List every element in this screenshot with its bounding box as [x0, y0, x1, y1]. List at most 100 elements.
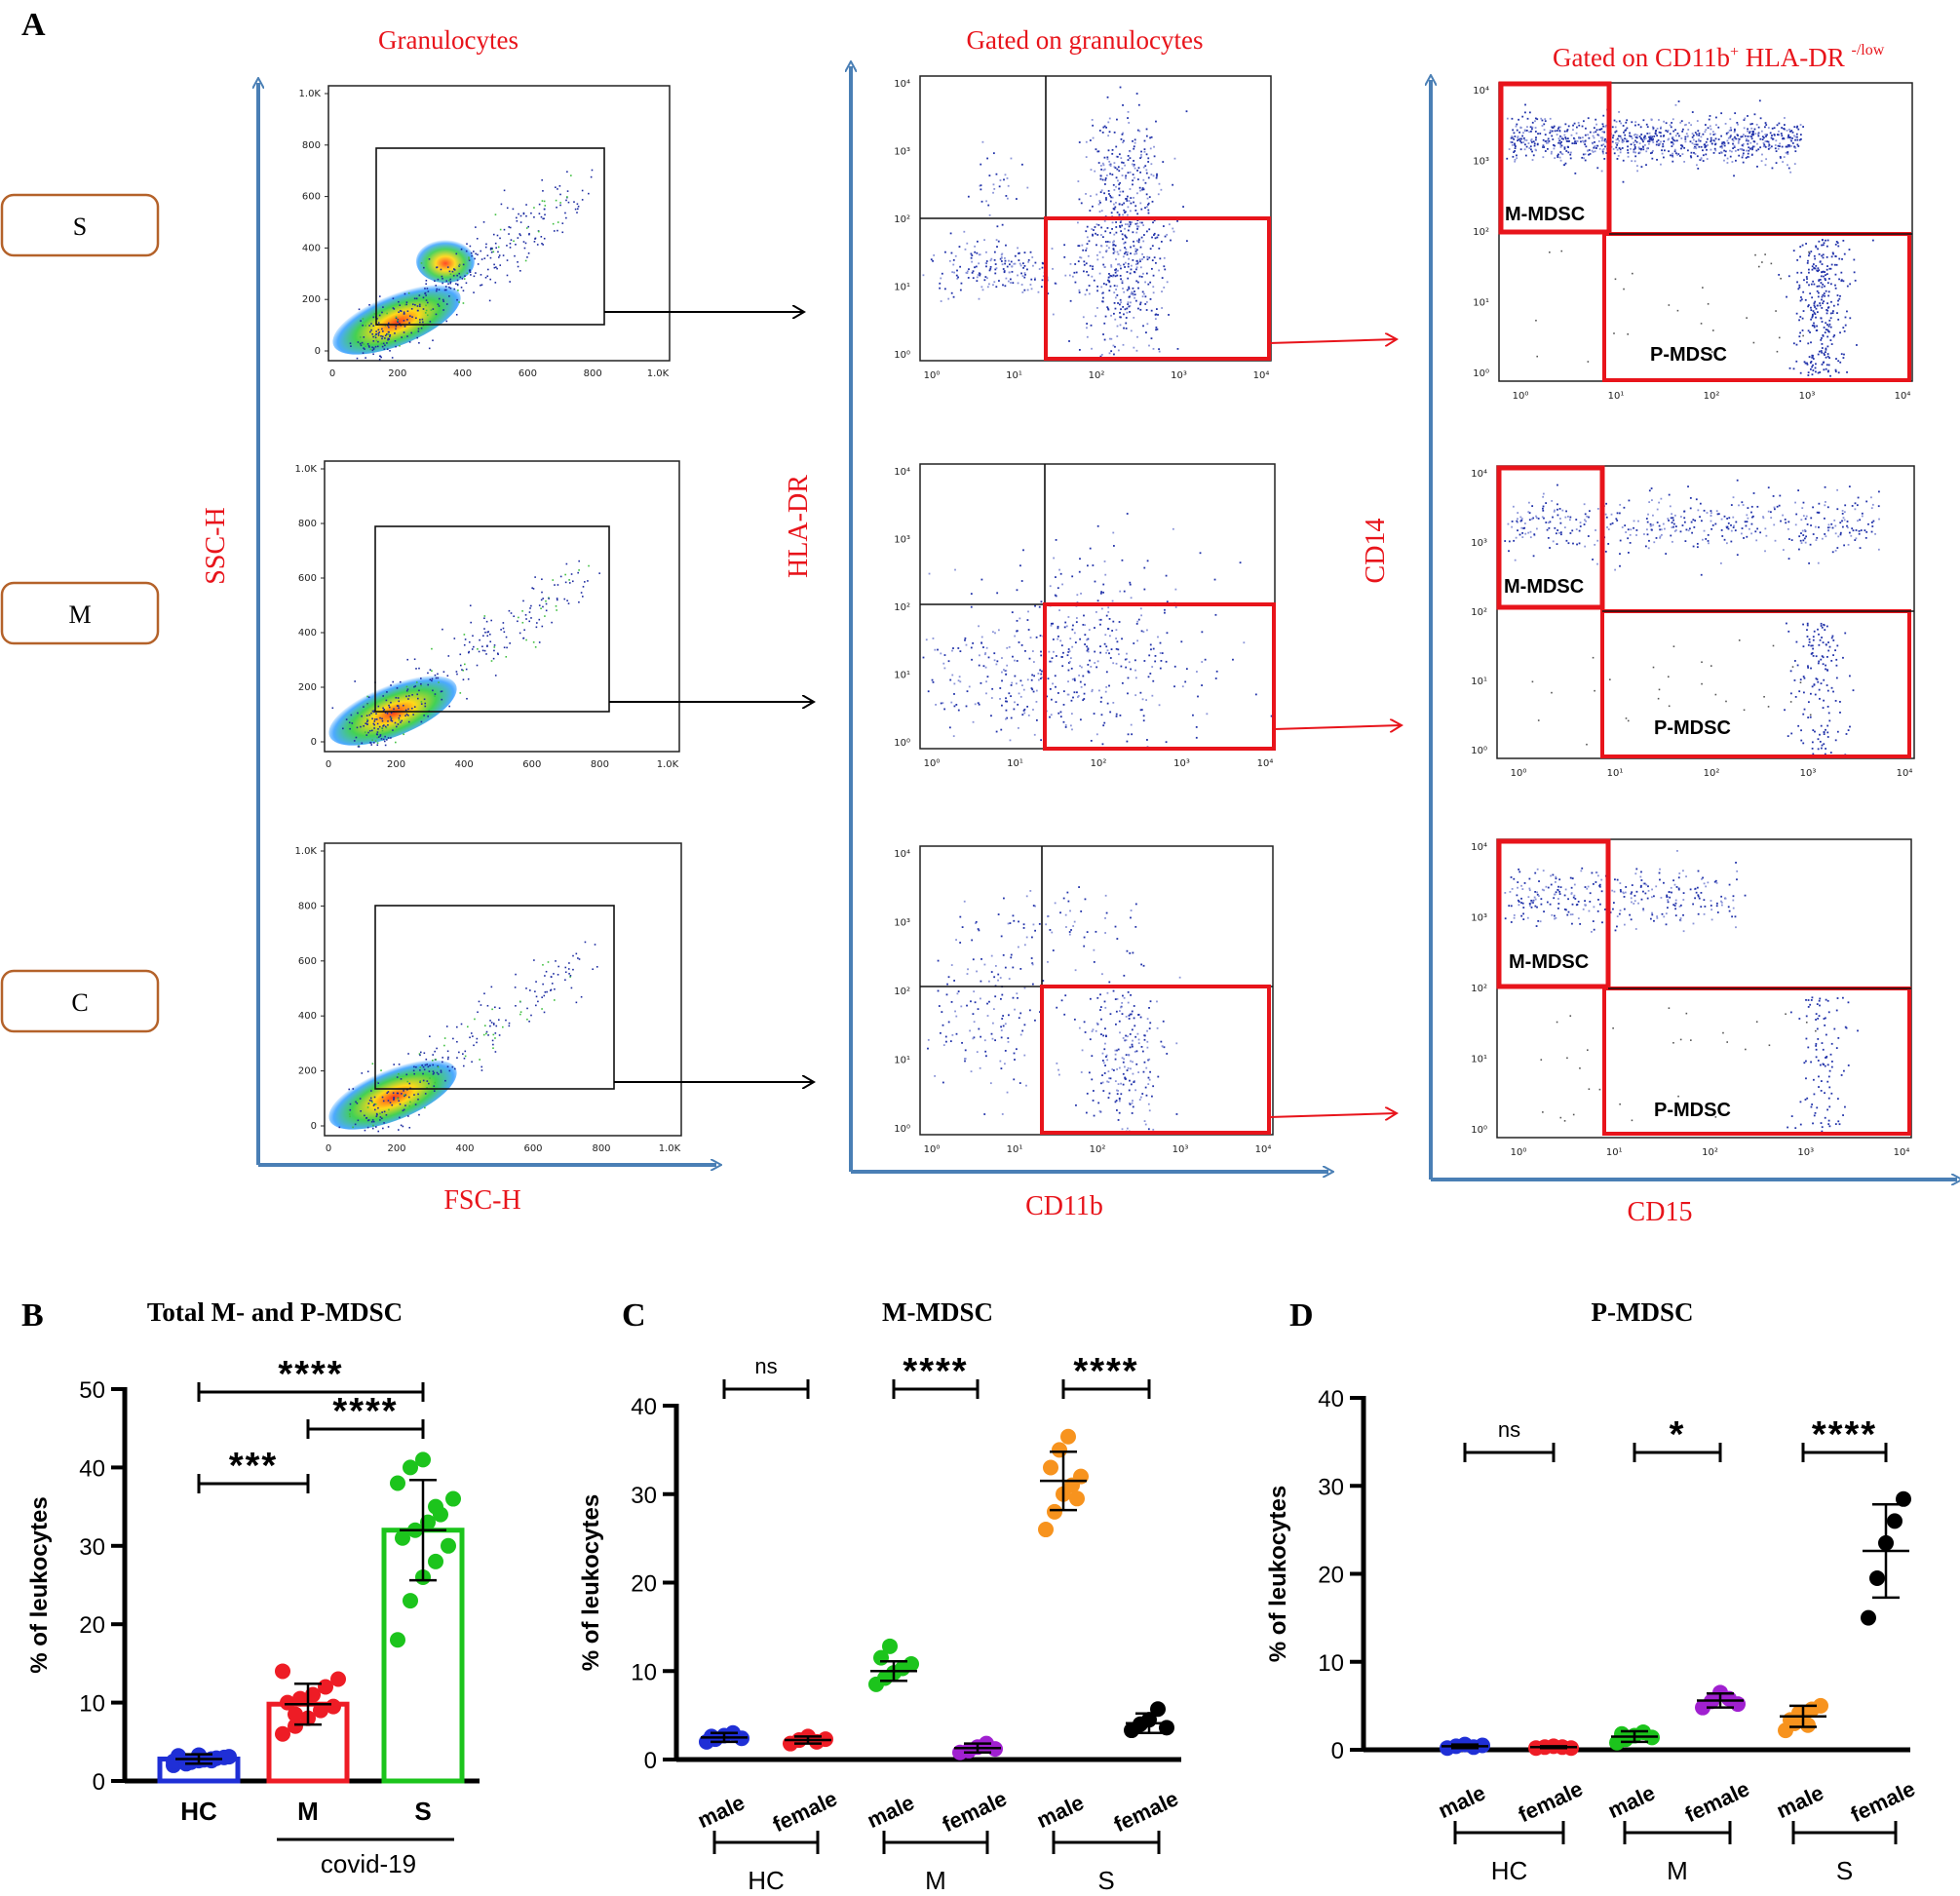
event-dot [1775, 139, 1778, 142]
event-dot [1575, 142, 1578, 145]
event-dot [1033, 675, 1036, 677]
event-dot [1802, 713, 1805, 716]
event-dot [1166, 632, 1169, 635]
event-dot [1660, 140, 1662, 143]
event-dot [941, 272, 943, 275]
event-dot [1684, 135, 1687, 138]
event-dot [1821, 244, 1823, 247]
event-dot [1102, 126, 1105, 129]
event-dot [1687, 485, 1689, 488]
event-dot [1667, 518, 1670, 520]
event-dot [992, 1008, 995, 1011]
event-dot [1772, 495, 1775, 497]
event-dot [1018, 692, 1020, 695]
event-dot [467, 677, 470, 680]
event-dot [1600, 878, 1603, 881]
event-dot [1581, 139, 1584, 142]
event-dot [1839, 522, 1842, 524]
event-dot [1582, 140, 1585, 143]
event-dot [1812, 533, 1815, 535]
y-tick-label: 800 [298, 901, 317, 911]
event-dot [1124, 266, 1126, 268]
event-dot [477, 648, 479, 650]
event-dot [519, 214, 522, 217]
event-dot [1819, 302, 1822, 304]
event-dot [1109, 231, 1112, 234]
event-dot [1111, 275, 1114, 278]
event-dot [1690, 156, 1693, 159]
event-dot [577, 571, 579, 574]
event-dot [1119, 303, 1121, 306]
event-dot [1114, 275, 1117, 278]
event-dot [1132, 231, 1134, 234]
event-dot [1596, 167, 1599, 170]
event-dot [1735, 159, 1737, 162]
event-dot [1101, 1052, 1104, 1055]
event-dot [1001, 671, 1003, 674]
event-dot [1640, 137, 1642, 140]
event-dot [348, 1088, 351, 1091]
event-dot [1764, 126, 1766, 129]
event-dot [377, 322, 380, 324]
event-dot [1099, 177, 1102, 180]
event-dot [1767, 127, 1770, 129]
event-dot [436, 1047, 438, 1050]
event-dot [448, 705, 450, 708]
event-dot [1061, 656, 1063, 658]
event-dot [1553, 125, 1556, 128]
event-dot [1016, 589, 1018, 592]
event-dot [1554, 880, 1556, 883]
event-dot [1581, 156, 1584, 159]
event-dot [970, 256, 973, 259]
event-dot [1750, 127, 1753, 130]
event-dot [1141, 295, 1144, 298]
event-dot [1106, 307, 1109, 310]
event-dot [1126, 1069, 1129, 1071]
event-dot [395, 317, 398, 319]
x-tick-label: 10¹ [1007, 758, 1023, 769]
event-dot [1078, 141, 1081, 143]
event-dot [1050, 698, 1053, 701]
x-tick-label: 10⁰ [924, 1144, 941, 1155]
event-dot [397, 319, 400, 321]
event-dot [1630, 892, 1633, 895]
event-dot [1104, 1006, 1107, 1009]
event-dot [466, 697, 468, 700]
event-dot [1115, 1010, 1118, 1013]
event-dot [1142, 224, 1145, 227]
event-dot [1098, 200, 1101, 202]
event-dot [1125, 198, 1127, 200]
event-dot [1553, 143, 1555, 146]
event-dot [497, 653, 499, 656]
event-dot [1858, 532, 1861, 535]
event-dot [1127, 229, 1130, 232]
event-dot [1556, 484, 1558, 486]
event-dot [1122, 1072, 1125, 1075]
event-dot [1834, 284, 1836, 287]
event-dot [1142, 325, 1144, 328]
event-dot [1141, 290, 1144, 293]
event-dot [996, 246, 998, 249]
event-dot [1018, 726, 1019, 729]
event-dot [1076, 221, 1079, 224]
event-dot [1512, 155, 1515, 158]
event-dot [413, 1065, 415, 1068]
event-dot [1844, 324, 1847, 327]
event-dot [1120, 308, 1122, 311]
event-dot [386, 342, 388, 344]
event-dot [455, 313, 458, 316]
event-dot [419, 1066, 422, 1068]
event-dot [1135, 240, 1138, 242]
event-dot [1663, 140, 1666, 142]
event-dot [509, 226, 512, 229]
event-dot [1756, 505, 1759, 508]
event-dot [1812, 654, 1815, 657]
event-dot [1634, 121, 1637, 124]
event-dot [986, 286, 989, 289]
event-dot [1548, 139, 1551, 142]
event-dot [1848, 249, 1851, 251]
event-dot [1767, 486, 1770, 489]
event-dot [1551, 130, 1554, 133]
event-dot [482, 221, 485, 223]
event-dot [1815, 655, 1818, 658]
